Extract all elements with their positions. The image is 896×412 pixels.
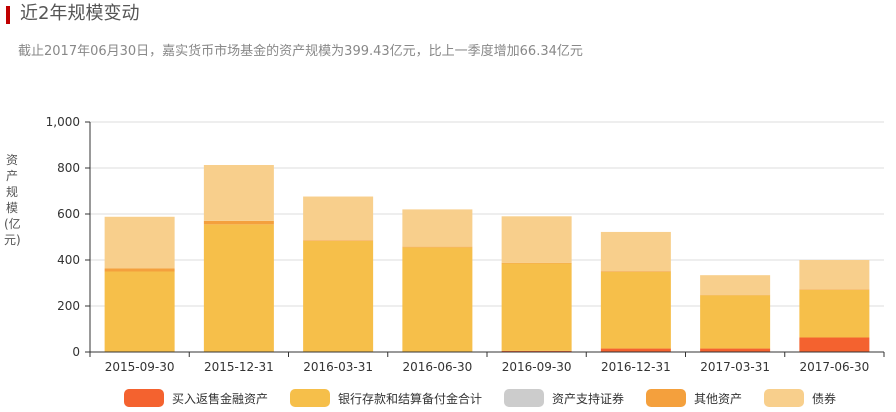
y-tick-label: 0 xyxy=(72,345,80,359)
x-tick-label: 2017-03-31 xyxy=(700,360,770,374)
x-tick-label: 2016-06-30 xyxy=(403,360,473,374)
bar-segment xyxy=(303,196,374,241)
bar-segment xyxy=(501,350,572,352)
y-tick-label: 200 xyxy=(57,299,80,313)
y-tick-label: 800 xyxy=(57,161,80,175)
legend-item[interactable]: 债券 xyxy=(764,386,836,410)
bar-segment xyxy=(402,209,473,247)
x-tick-label: 2015-09-30 xyxy=(105,360,175,374)
y-axis-label: 资产规模(亿元) xyxy=(4,153,21,247)
y-tick-label: 600 xyxy=(57,207,80,221)
bar-segment xyxy=(600,231,671,272)
x-tick-label: 2015-12-31 xyxy=(204,360,274,374)
legend-label: 债券 xyxy=(812,391,837,406)
bar-segment xyxy=(203,220,274,225)
x-tick-label: 2016-09-30 xyxy=(502,360,572,374)
legend-swatch xyxy=(646,389,686,407)
y-tick-label: 400 xyxy=(57,253,80,267)
legend-item[interactable]: 其他资产 xyxy=(646,386,742,410)
bar-segment xyxy=(402,247,473,352)
legend-label: 银行存款和结算备付金合计 xyxy=(338,391,483,406)
bar-segment xyxy=(799,289,870,338)
x-tick-label: 2016-03-31 xyxy=(303,360,373,374)
bar-segment xyxy=(600,348,671,352)
bar-segment xyxy=(700,348,771,352)
bar-segment xyxy=(799,337,870,352)
chart-legend: 买入返售金融资产 银行存款和结算备付金合计 资产支持证券 其他资产 债券 xyxy=(0,386,896,410)
bar-segment xyxy=(501,216,572,263)
bar-segment xyxy=(203,165,274,221)
title-accent-bar xyxy=(6,6,10,24)
bar-segment xyxy=(104,268,175,272)
bar-segment xyxy=(104,216,175,269)
bar-segment xyxy=(501,263,572,351)
legend-swatch xyxy=(290,389,330,407)
legend-label: 资产支持证券 xyxy=(552,391,625,406)
bar-segment xyxy=(700,295,771,349)
x-tick-label: 2016-12-31 xyxy=(601,360,671,374)
y-tick-label: 1,000 xyxy=(46,115,80,129)
bar-segment xyxy=(799,260,870,290)
page-subtitle: 截止2017年06月30日，嘉实货币市场基金的资产规模为399.43亿元，比上一… xyxy=(18,44,583,59)
legend-item[interactable]: 资产支持证券 xyxy=(504,386,624,410)
legend-item[interactable]: 买入返售金融资产 xyxy=(124,386,268,410)
x-tick-label: 2017-06-30 xyxy=(800,360,870,374)
legend-label: 买入返售金融资产 xyxy=(172,391,269,406)
legend-swatch xyxy=(504,389,544,407)
page-title: 近2年规模变动 xyxy=(20,3,140,24)
bar-segment xyxy=(104,271,175,352)
bar-segment xyxy=(700,275,771,295)
stacked-bar-chart: 0 200 400 600 800 1,000 2015-09-30 2015-12-31 20… xyxy=(46,115,885,374)
bar-segment xyxy=(303,240,374,352)
bar-segment xyxy=(203,224,274,352)
legend-swatch xyxy=(124,389,164,407)
legend-item[interactable]: 银行存款和结算备付金合计 xyxy=(290,386,482,410)
bar-segment xyxy=(303,240,374,241)
bar-segment xyxy=(402,246,473,248)
legend-swatch xyxy=(764,389,804,407)
bar-segment xyxy=(501,262,572,264)
legend-label: 其他资产 xyxy=(694,391,743,406)
bar-segment xyxy=(600,271,671,349)
